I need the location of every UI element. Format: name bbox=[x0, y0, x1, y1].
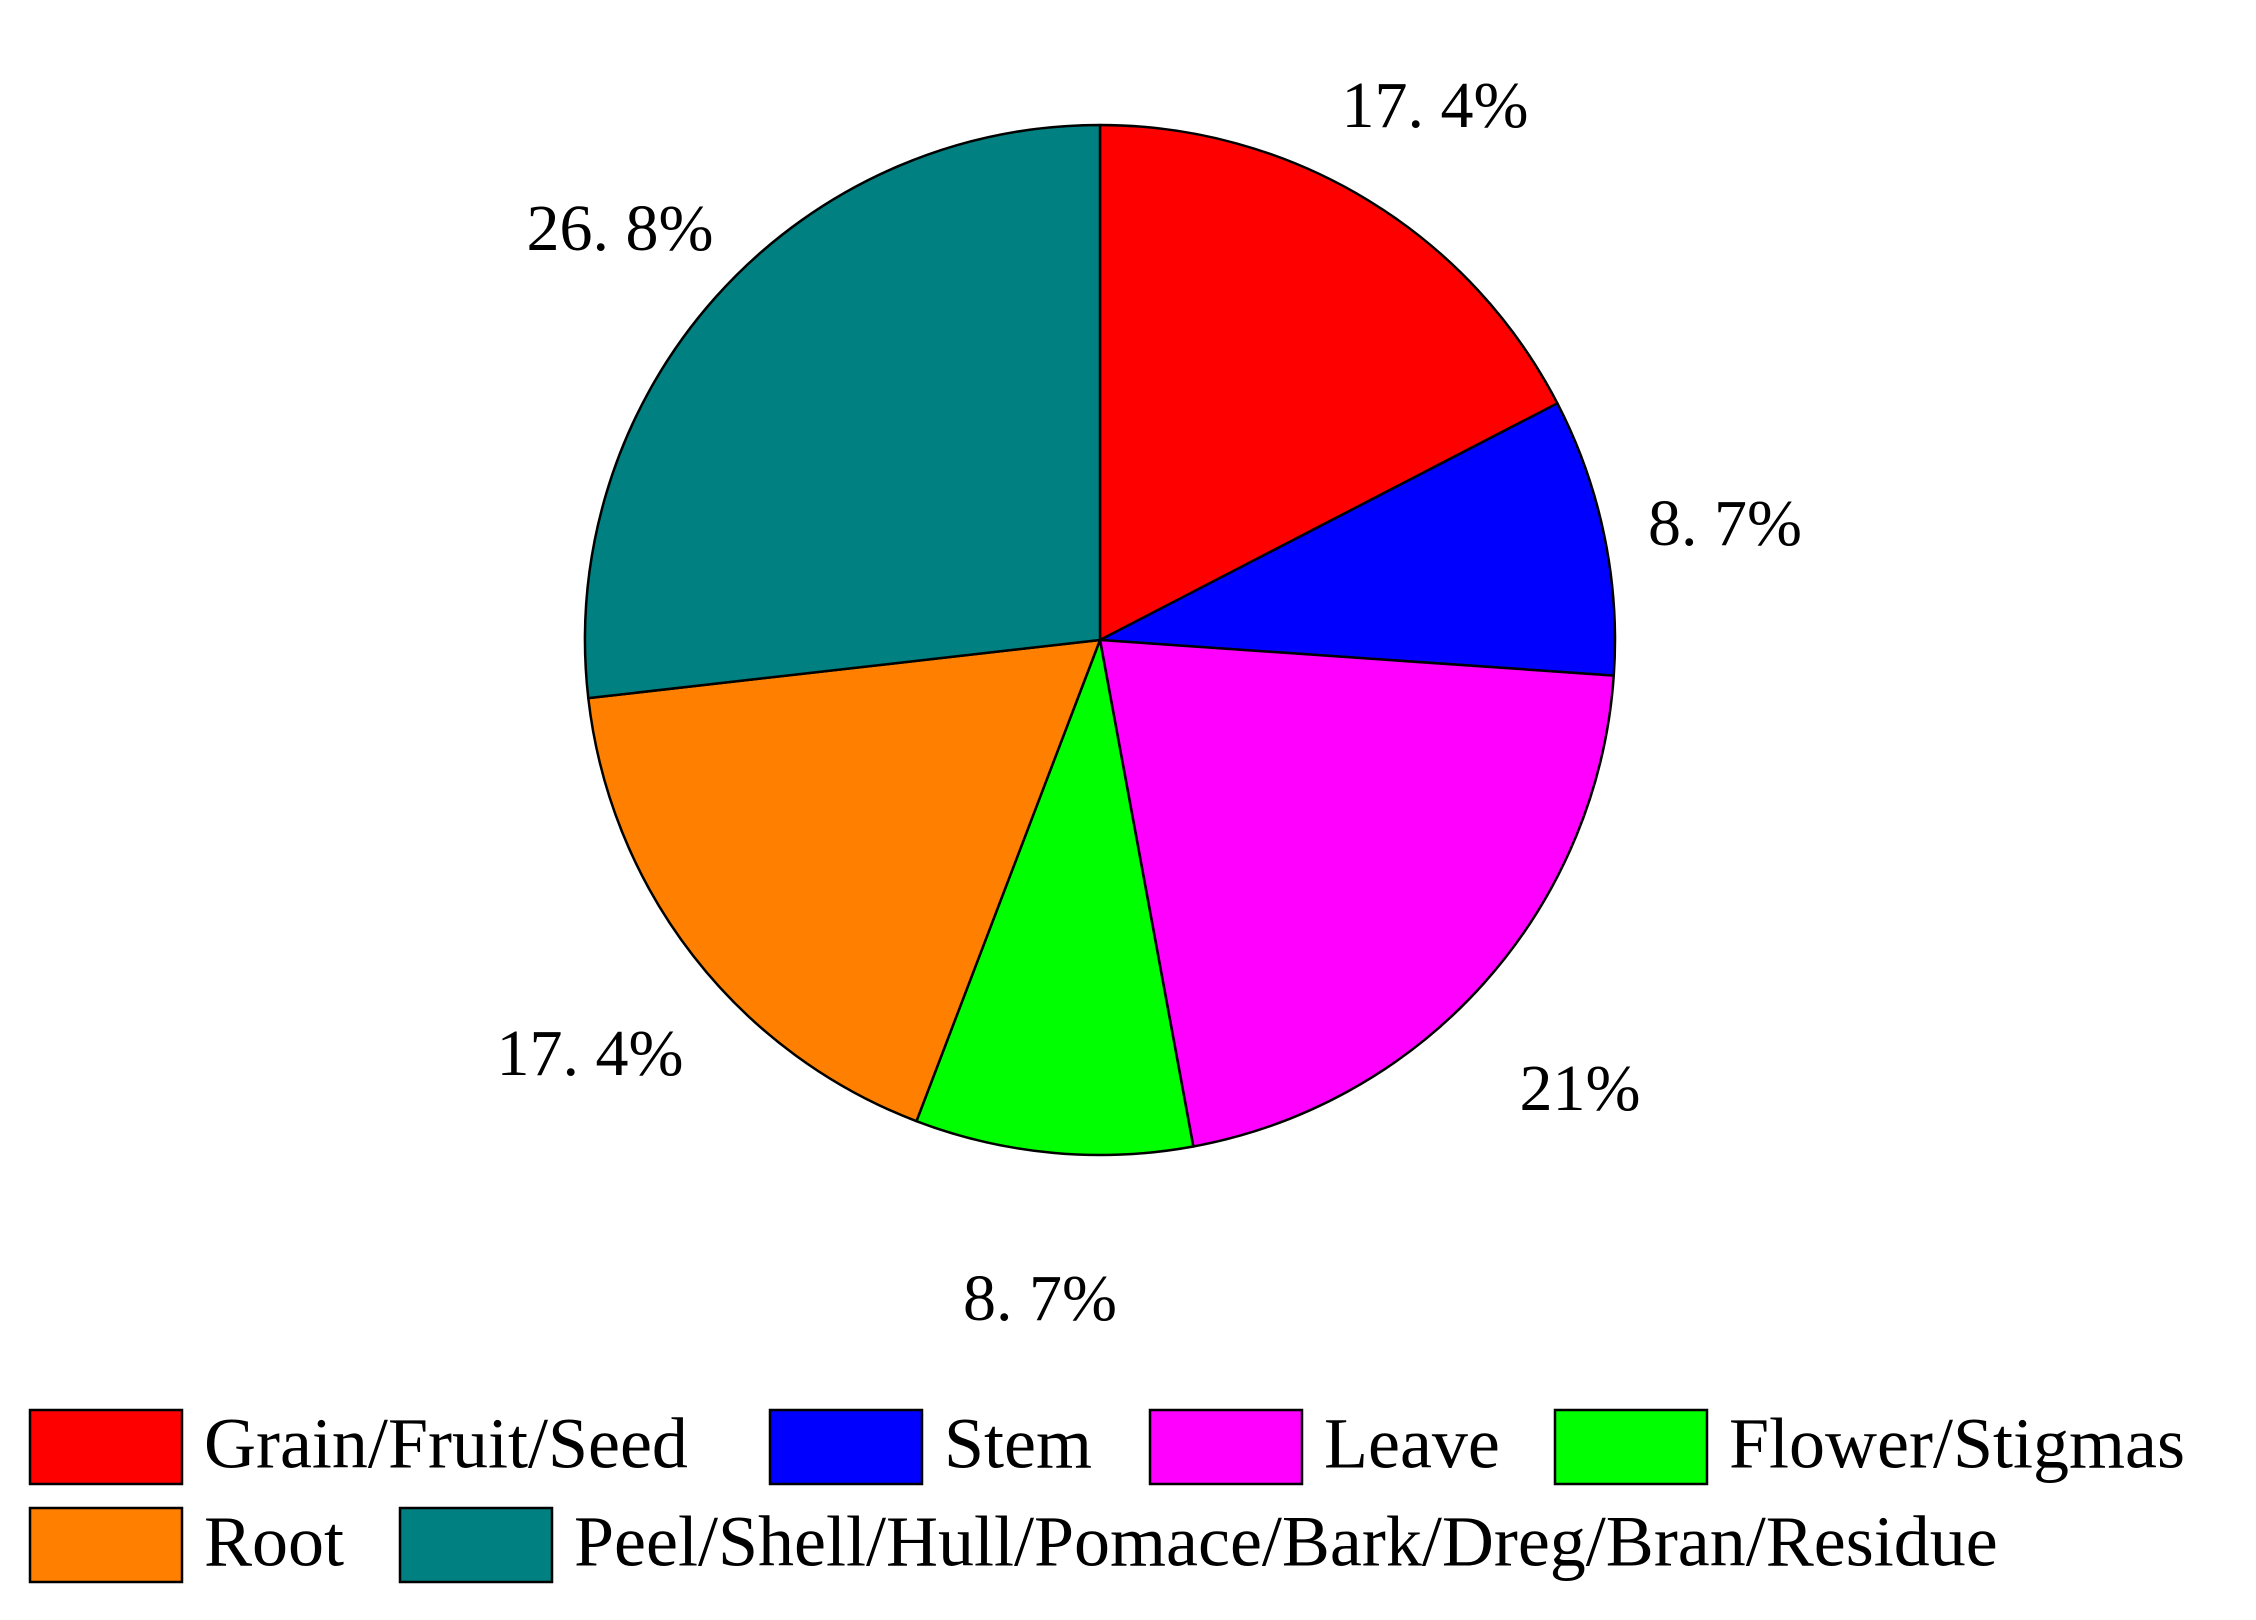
pie-slice-grain-fruit-seed bbox=[1098, 123, 1559, 642]
pie-slice-flower-stigmas bbox=[915, 638, 1195, 1157]
slice-label-stem: 8. 7% bbox=[1648, 487, 1802, 560]
legend-item-root: Root bbox=[28, 1502, 344, 1584]
legend-item-stem: Stem bbox=[768, 1404, 1092, 1486]
legend-label-stem: Stem bbox=[944, 1404, 1092, 1484]
legend-swatch-flower-stigmas bbox=[1553, 1408, 1709, 1486]
slice-label-leave: 21% bbox=[1520, 1052, 1641, 1125]
slice-label-grain-fruit-seed: 17. 4% bbox=[1342, 69, 1529, 142]
legend-item-peel-shell-residue: Peel/Shell/Hull/Pomace/Bark/Dreg/Bran/Re… bbox=[398, 1502, 1998, 1584]
legend-item-grain-fruit-seed: Grain/Fruit/Seed bbox=[28, 1404, 688, 1486]
slice-label-root: 17. 4% bbox=[497, 1017, 684, 1090]
legend-item-flower-stigmas: Flower/Stigmas bbox=[1553, 1404, 2185, 1486]
legend-label-root: Root bbox=[204, 1502, 344, 1582]
legend-item-leave: Leave bbox=[1148, 1404, 1500, 1486]
legend-label-peel-shell-residue: Peel/Shell/Hull/Pomace/Bark/Dreg/Bran/Re… bbox=[574, 1502, 1998, 1582]
legend-swatch-peel-shell-residue bbox=[398, 1506, 554, 1584]
pie-slice-leave bbox=[1098, 638, 1616, 1148]
pie-slice-stem bbox=[1098, 402, 1617, 677]
legend-swatch-stem bbox=[768, 1408, 924, 1486]
pie-slice-peel-shell-residue bbox=[583, 123, 1102, 700]
pie-slice-root bbox=[587, 638, 1102, 1123]
percentage-labels: 17. 4% 8. 7% 21% 8. 7% 17. 4% 26. 8% bbox=[497, 69, 1802, 1335]
legend-swatch-grain-fruit-seed bbox=[28, 1408, 184, 1486]
legend-label-leave: Leave bbox=[1324, 1404, 1500, 1484]
slice-label-peel-shell-residue: 26. 8% bbox=[527, 192, 714, 265]
legend-swatch-root bbox=[28, 1506, 184, 1584]
legend-label-flower-stigmas: Flower/Stigmas bbox=[1729, 1404, 2185, 1484]
pie-slices bbox=[583, 123, 1617, 1157]
legend-label-grain-fruit-seed: Grain/Fruit/Seed bbox=[204, 1404, 688, 1484]
legend: Grain/Fruit/Seed Stem Leave Flower/Stigmas R… bbox=[28, 1404, 2185, 1584]
slice-label-flower-stigmas: 8. 7% bbox=[963, 1262, 1117, 1335]
legend-swatch-leave bbox=[1148, 1408, 1304, 1486]
